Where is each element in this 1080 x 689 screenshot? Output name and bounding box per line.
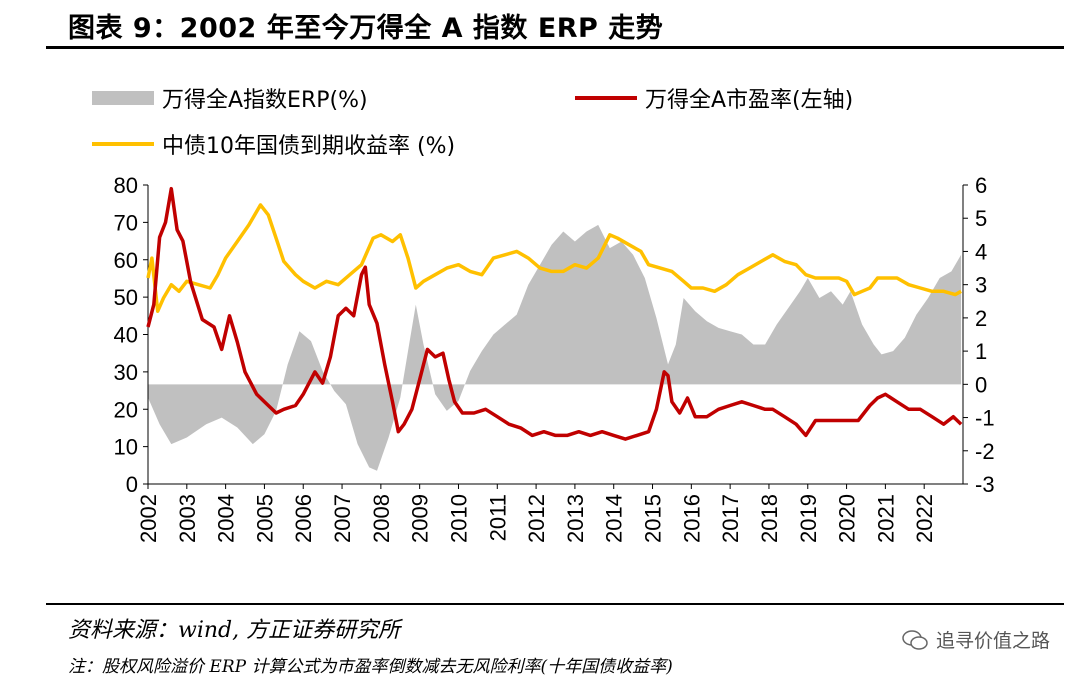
left-tick-label: 70	[114, 210, 138, 235]
tick-labels-layer: 0 10 20 30 40 50 60 70 80 -3 -2 -1 0 1 2 3 4 5 6 2002 2003 20…	[114, 173, 995, 543]
x-tick-label: 2010	[446, 494, 471, 543]
x-tick-label: 2015	[641, 494, 666, 543]
title-rule	[46, 46, 1064, 49]
left-tick-label: 60	[114, 248, 138, 273]
left-tick-label: 20	[114, 397, 138, 422]
right-tick-label: 0	[975, 372, 987, 397]
x-tick-label: 2004	[214, 494, 239, 543]
erp-area-layer	[148, 224, 962, 471]
footer-rule	[46, 603, 1064, 605]
legend-erp-swatch	[92, 91, 154, 105]
left-tick-label: 0	[126, 472, 138, 497]
right-tick-label: 3	[975, 273, 987, 298]
watermark-text: 追寻价值之路	[935, 630, 1050, 652]
left-tick-label: 40	[114, 323, 138, 348]
legend-yield-swatch	[92, 142, 154, 146]
x-tick-label: 2008	[369, 494, 394, 543]
legend-yield: 中债10年国债到期收益率 (%)	[92, 128, 455, 160]
axes-layer	[143, 184, 968, 489]
x-tick-label: 2016	[679, 494, 704, 543]
left-tick-label: 30	[114, 360, 138, 385]
x-tick-label: 2002	[136, 494, 161, 543]
wechat-icon	[902, 629, 928, 650]
x-tick-label: 2003	[175, 494, 200, 543]
x-tick-label: 2018	[757, 494, 782, 543]
left-tick-label: 10	[114, 435, 138, 460]
right-tick-label: -3	[975, 472, 995, 497]
erp-chart: 0 10 20 30 40 50 60 70 80 -3 -2 -1 0 1 2 3 4 5 6 2002 2003 20…	[114, 173, 995, 543]
x-tick-label: 2013	[563, 494, 588, 543]
lines-layer	[146, 186, 963, 441]
legend-yield-label: 中债10年国债到期收益率 (%)	[162, 134, 456, 159]
x-tick-label: 2009	[408, 494, 433, 543]
watermark: 追寻价值之路	[902, 626, 1050, 653]
yield-line	[146, 203, 962, 313]
legend-pe-swatch	[575, 96, 637, 100]
left-tick-label: 50	[114, 285, 138, 310]
x-tick-label: 2005	[252, 494, 277, 543]
x-tick-label: 2011	[485, 494, 510, 541]
x-tick-label: 2021	[873, 494, 898, 543]
pe-line	[146, 186, 963, 441]
right-tick-label: 6	[975, 173, 987, 198]
legend-pe-label: 万得全A市盈率(左轴)	[645, 88, 854, 113]
right-tick-label: 2	[975, 306, 987, 331]
x-tick-label: 2020	[835, 494, 860, 543]
x-tick-label: 2017	[718, 494, 743, 543]
erp-area	[148, 224, 962, 471]
right-tick-label: 1	[975, 339, 987, 364]
right-tick-label: 5	[975, 206, 987, 231]
right-tick-label: 4	[975, 239, 987, 264]
source-text: 资料来源：wind, 方正证券研究所	[68, 618, 401, 643]
chart-title: 图表 9：2002 年至今万得全 A 指数 ERP 走势	[68, 13, 664, 44]
x-tick-label: 2019	[796, 494, 821, 543]
legend-erp: 万得全A指数ERP(%)	[92, 82, 368, 114]
left-tick-label: 80	[114, 173, 138, 198]
note-text: 注：股权风险溢价 ERP 计算公式为市盈率倒数减去无风险利率(十年国债收益率)	[68, 657, 673, 677]
legend-pe: 万得全A市盈率(左轴)	[575, 82, 853, 114]
right-tick-label: -2	[975, 439, 995, 464]
x-tick-label: 2007	[330, 494, 355, 543]
x-tick-label: 2006	[291, 494, 316, 543]
legend-erp-label: 万得全A指数ERP(%)	[162, 88, 368, 113]
x-tick-label: 2014	[602, 494, 627, 543]
x-tick-label: 2012	[524, 494, 549, 543]
x-tick-label: 2022	[912, 494, 937, 543]
right-tick-label: -1	[975, 406, 995, 431]
